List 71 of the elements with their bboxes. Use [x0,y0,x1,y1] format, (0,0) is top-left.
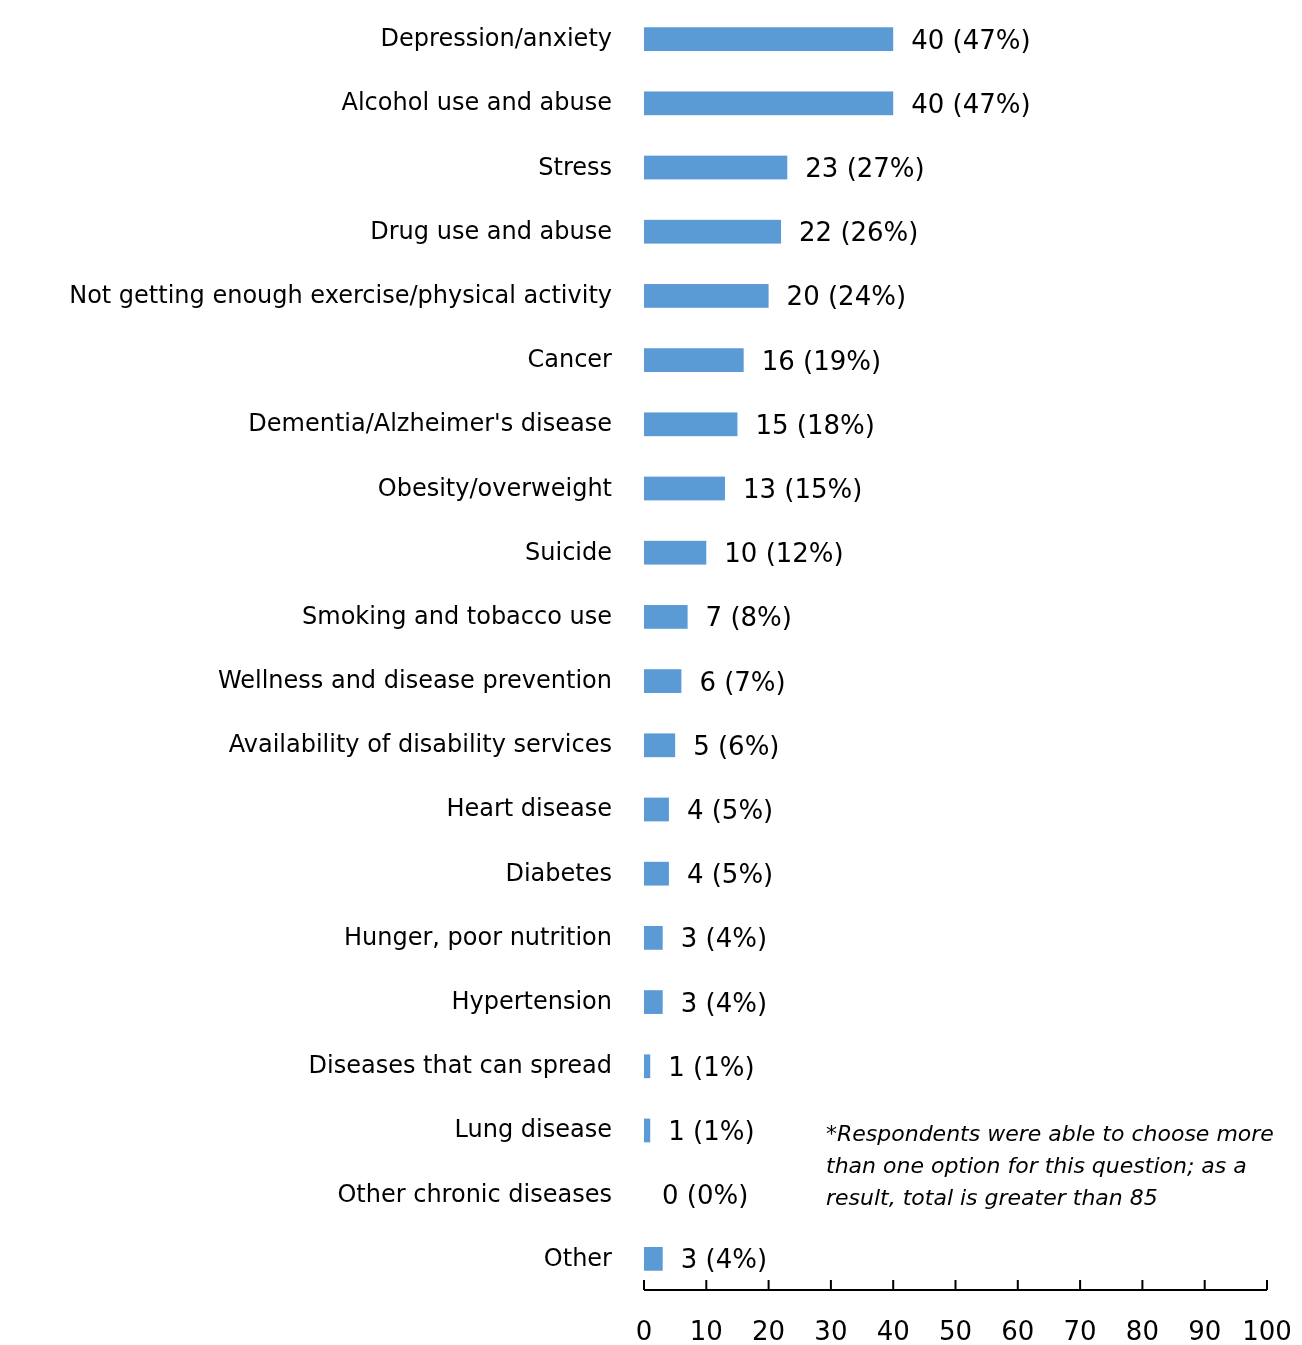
data-label: 4 (5%) [686,859,774,890]
bar [644,990,663,1014]
y-tick-label: Lung disease [454,1115,612,1144]
x-tick-label: 60 [1001,1316,1035,1345]
data-label: 20 (24%) [786,281,907,312]
y-tick-label: Hunger, poor nutrition [343,922,612,951]
data-label: 10 (12%) [724,538,844,569]
y-tick-label: Smoking and tobacco use [302,601,612,630]
y-tick-label: Other [543,1243,613,1272]
x-tick-label: 30 [814,1316,848,1345]
data-label: 0 (0%) [662,1180,749,1211]
x-tick-label: 10 [689,1316,723,1345]
y-tick-label: Drug use and abuse [370,216,612,245]
data-label: 6 (7%) [699,666,786,697]
bar [644,155,788,180]
y-tick-label: Suicide [525,537,612,566]
bar [644,1054,651,1079]
bar [644,669,682,693]
bar [644,476,725,501]
data-label: 3 (4%) [680,1244,768,1275]
x-tick-label: 50 [938,1316,973,1345]
bar [644,91,894,116]
y-tick-label: Wellness and disease prevention [217,666,612,695]
data-label: 15 (18%) [755,409,875,440]
data-label: 3 (4%) [680,923,768,954]
data-label: 5 (6%) [693,730,780,761]
y-tick-label: Depression/anxiety [380,24,612,53]
data-label: 23 (27%) [805,153,925,184]
x-tick-label: 80 [1125,1316,1159,1345]
y-tick-label: Cancer [527,345,613,374]
y-tick-label: Heart disease [446,794,612,823]
data-label: 13 (15%) [742,474,863,505]
bar [644,284,769,308]
bar [644,412,738,437]
data-label: 3 (4%) [680,987,768,1018]
y-tick-label: Obesity/overweight [377,473,612,502]
bar [644,605,688,629]
x-tick-label: 70 [1063,1316,1097,1345]
x-tick-label: 90 [1188,1316,1222,1345]
y-tick-label: Stress [538,152,612,181]
data-label: 40 (47%) [911,24,1031,55]
annotation: *Respondents were able to choose more than one option for this question; as a result, total is greater than 85 [826,1121,1274,1210]
bar [644,926,663,950]
x-tick-label: 20 [752,1316,786,1345]
x-tick-label: 40 [876,1316,910,1345]
y-tick-label: Dementia/Alzheimer's disease [248,409,612,438]
x-tick-label: 100 [1242,1316,1292,1345]
data-label: 4 (5%) [686,794,774,825]
y-tick-label: Diabetes [505,858,612,887]
data-label: 7 (8%) [705,602,792,633]
data-label: 1 (1%) [668,1115,755,1146]
data-label: 40 (47%) [911,88,1031,119]
y-tick-label: Diseases that can spread [308,1051,612,1080]
bar [644,1246,663,1271]
bar [644,861,669,886]
bar [644,348,744,372]
data-label: 1 (1%) [668,1051,755,1082]
y-tick-label: Alcohol use and abuse [341,88,612,117]
y-tick-label: Availability of disability services [228,730,612,759]
x-tick-label: 0 [635,1316,653,1345]
bar [644,1118,651,1143]
y-tick-label: Not getting enough exercise/physical activity [69,280,612,309]
bar [644,540,707,565]
bar [644,733,676,758]
y-tick-label: Other chronic diseases [337,1179,612,1208]
data-label: 22 (26%) [799,217,919,248]
bar [644,27,894,52]
data-label: 16 (19%) [761,345,882,376]
bar [644,219,782,244]
bar [644,797,669,822]
y-tick-label: Hypertension [451,987,612,1016]
